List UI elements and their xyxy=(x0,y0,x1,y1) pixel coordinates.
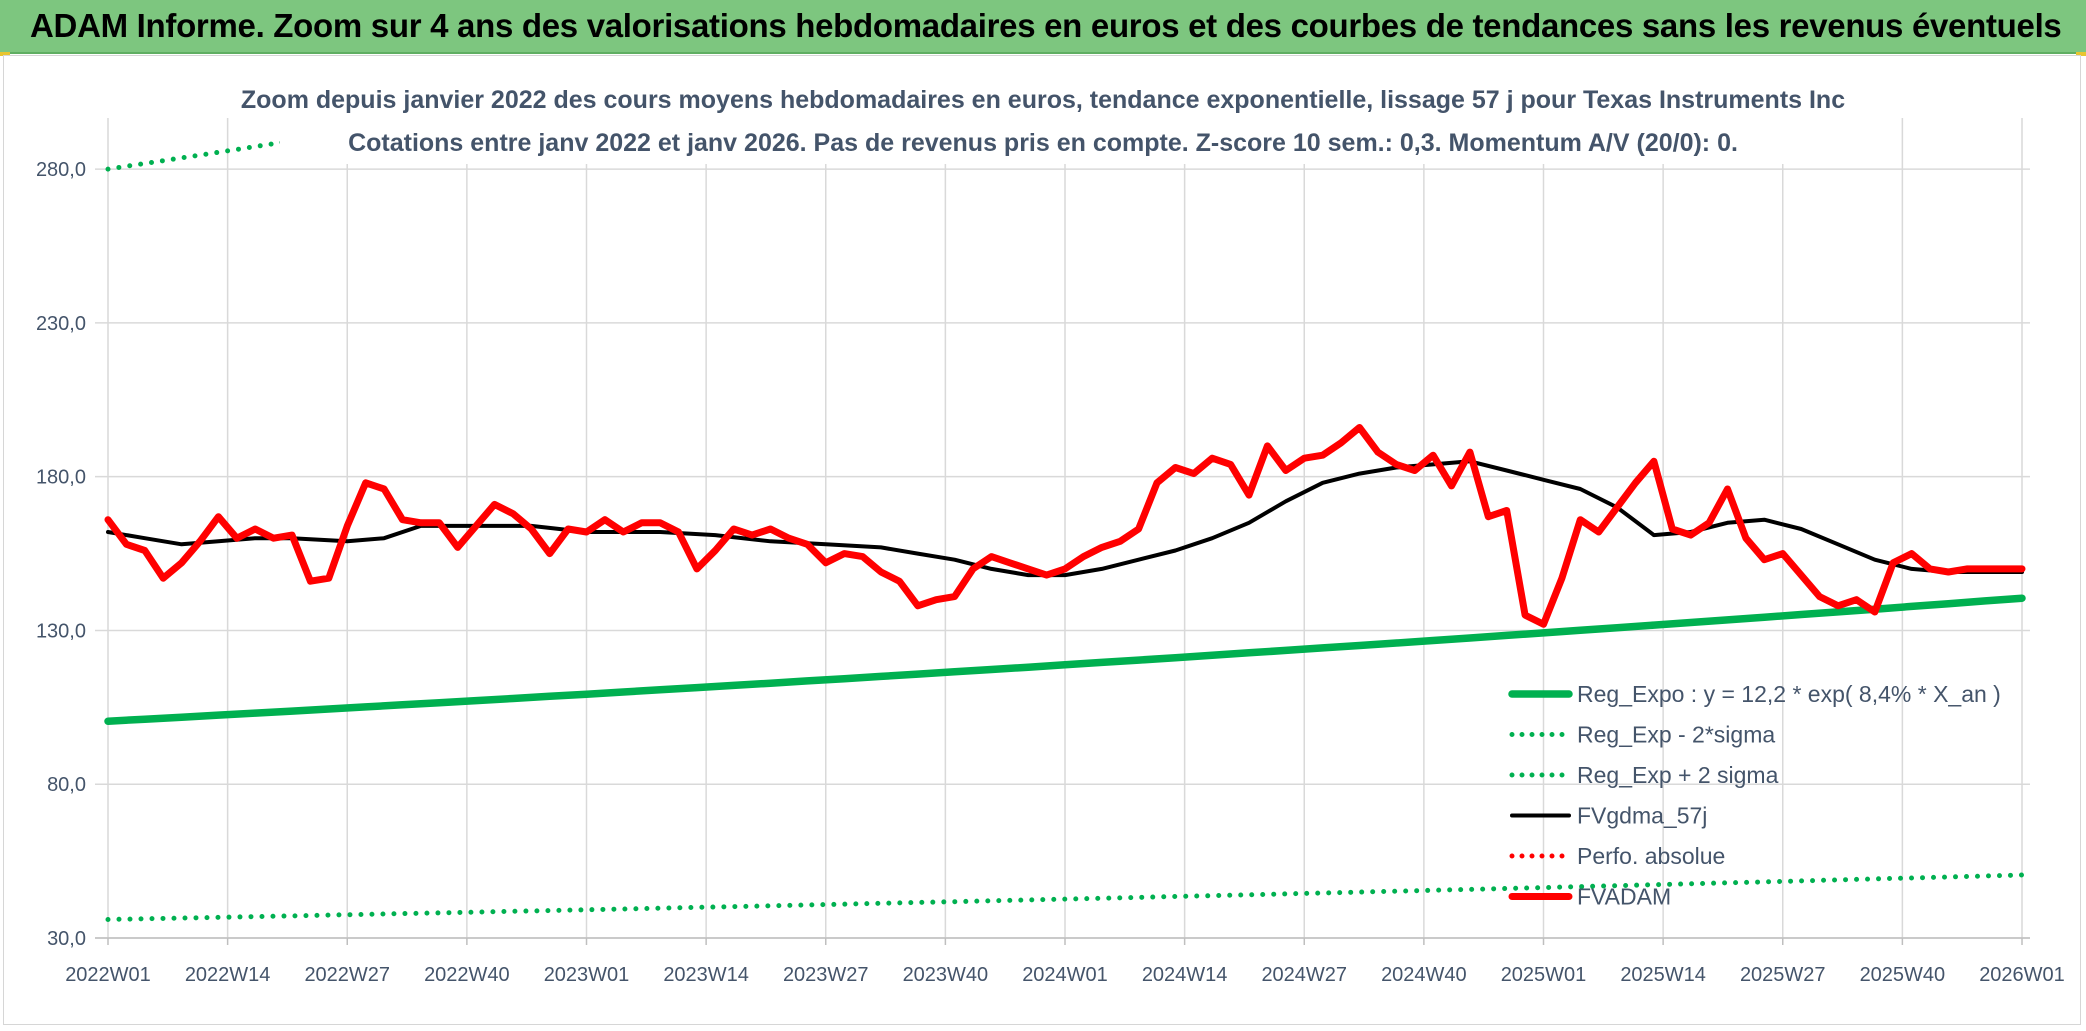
series-line-reg-expo xyxy=(104,594,2026,725)
x-tick-label: 2023W14 xyxy=(663,964,749,986)
legend: Reg_Expo : y = 12,2 * exp( 8,4% * X_an )… xyxy=(1508,681,2001,910)
chart-titles: Zoom depuis janvier 2022 des cours moyen… xyxy=(241,80,1845,164)
series-line-reg-exp xyxy=(105,872,2025,922)
series-layer xyxy=(104,119,2026,922)
legend-entry: Reg_Expo : y = 12,2 * exp( 8,4% * X_an ) xyxy=(1577,681,2001,707)
x-tick-label: 2022W01 xyxy=(65,964,151,986)
x-tick-label: 2024W27 xyxy=(1261,964,1347,986)
y-tick-label: 30,0 xyxy=(47,928,86,950)
y-tick-label: 80,0 xyxy=(47,774,86,796)
x-tick-label: 2022W40 xyxy=(424,964,510,986)
legend-entry: Perfo. absolue xyxy=(1577,843,1725,869)
series-line-fvadam xyxy=(104,424,2026,628)
banner-accent-right xyxy=(2076,52,2086,56)
y-tick-label: 180,0 xyxy=(36,467,86,489)
y-tick-label: 280,0 xyxy=(36,159,86,181)
x-tick-label: 2022W14 xyxy=(185,964,271,986)
report-title: ADAM Informe. Zoom sur 4 ans des valoris… xyxy=(30,7,2062,44)
banner-accent-left xyxy=(0,52,10,56)
legend-entry: FVADAM xyxy=(1577,884,1671,910)
x-tick-label: 2024W40 xyxy=(1381,964,1467,986)
legend-entry: Reg_Exp + 2 sigma xyxy=(1577,762,1779,788)
chart-title: Zoom depuis janvier 2022 des cours moyen… xyxy=(241,86,1845,114)
title-background xyxy=(280,80,1800,164)
chart-border xyxy=(3,55,2081,1025)
x-tick-label: 2024W01 xyxy=(1022,964,1108,986)
x-tick-label: 2026W01 xyxy=(1979,964,2065,986)
y-tick-label: 230,0 xyxy=(36,313,86,335)
x-tick-label: 2025W01 xyxy=(1501,964,1587,986)
x-tick-label: 2024W14 xyxy=(1142,964,1228,986)
x-tick-label: 2022W27 xyxy=(304,964,390,986)
chart-subtitle: Cotations entre janv 2022 et janv 2026. … xyxy=(348,129,1738,157)
x-tick-label: 2025W40 xyxy=(1860,964,1946,986)
x-axis-ticks: 2022W01 2022W14 2022W27 2022W40 2023W01 2023W… xyxy=(65,964,2065,986)
x-tick-label: 2023W01 xyxy=(544,964,630,986)
report-banner: ADAM Informe. Zoom sur 4 ans des valoris… xyxy=(0,0,2086,54)
legend-entry: FVgdma_57j xyxy=(1577,803,1707,829)
x-tick-label: 2023W27 xyxy=(783,964,869,986)
y-tick-label: 130,0 xyxy=(36,620,86,642)
y-axis-ticks: 280,0 230,0 180,0 130,0 80,0 30,0 xyxy=(36,159,86,950)
x-tick-label: 2023W40 xyxy=(903,964,989,986)
x-tick-label: 2025W27 xyxy=(1740,964,1826,986)
x-tick-label: 2025W14 xyxy=(1620,964,1706,986)
legend-entry: Reg_Exp - 2*sigma xyxy=(1577,722,1775,748)
